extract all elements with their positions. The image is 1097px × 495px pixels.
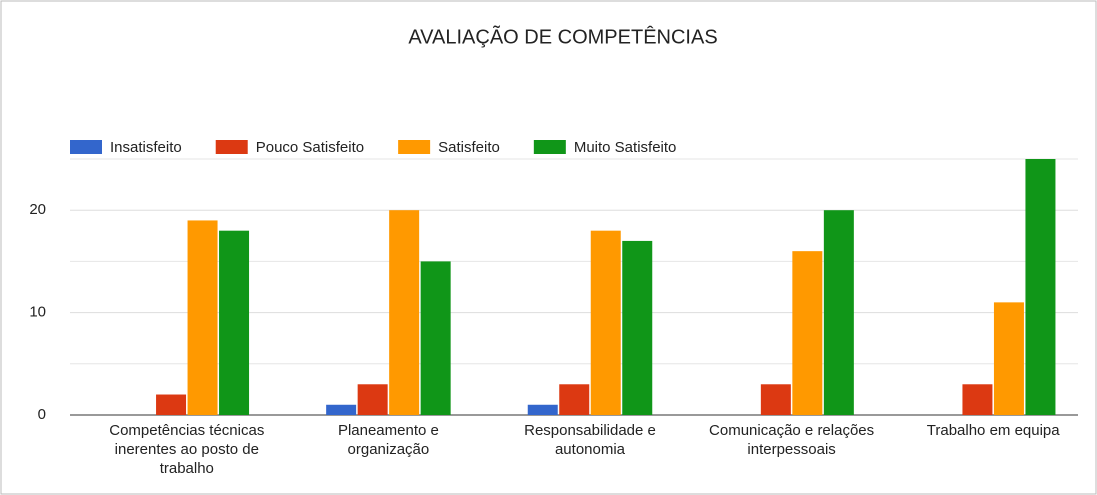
legend-label: Muito Satisfeito xyxy=(574,139,677,156)
bar xyxy=(760,384,791,415)
legend-label: Insatisfeito xyxy=(110,139,182,156)
legend-swatch xyxy=(398,140,431,154)
bar xyxy=(156,394,187,415)
x-tick-label: Planeamento e organização xyxy=(337,422,439,458)
bar xyxy=(219,230,250,415)
legend-label: Satisfeito xyxy=(438,139,500,156)
y-tick-label: 10 xyxy=(29,304,46,321)
legend-swatch xyxy=(533,140,566,154)
bar xyxy=(357,384,388,415)
x-tick-label: Responsabilidade e autonomia xyxy=(524,422,656,458)
x-tick-label: Competências técnicas inerentes ao posto… xyxy=(109,422,265,477)
legend-label: Pouco Satisfeito xyxy=(256,139,364,156)
legend-swatch xyxy=(215,140,248,154)
bar xyxy=(420,261,451,415)
chart-title: AVALIAÇÃO DE COMPETÊNCIAS xyxy=(408,24,717,48)
bar xyxy=(559,384,590,415)
bar xyxy=(622,240,653,415)
x-tick-label: Comunicação e relações interpessoais xyxy=(709,422,875,458)
bar xyxy=(792,251,823,415)
bar xyxy=(962,384,993,415)
y-tick-label: 0 xyxy=(38,406,46,423)
bar xyxy=(389,210,420,415)
legend-swatch xyxy=(70,140,102,154)
bar xyxy=(590,230,621,415)
bar xyxy=(1025,159,1056,415)
x-tick-label: Trabalho em equipa xyxy=(926,422,1060,439)
bar xyxy=(993,302,1024,415)
bar xyxy=(823,210,854,415)
bar xyxy=(187,220,218,415)
bar xyxy=(527,404,558,415)
bar xyxy=(326,404,357,415)
y-tick-label: 20 xyxy=(29,201,46,218)
